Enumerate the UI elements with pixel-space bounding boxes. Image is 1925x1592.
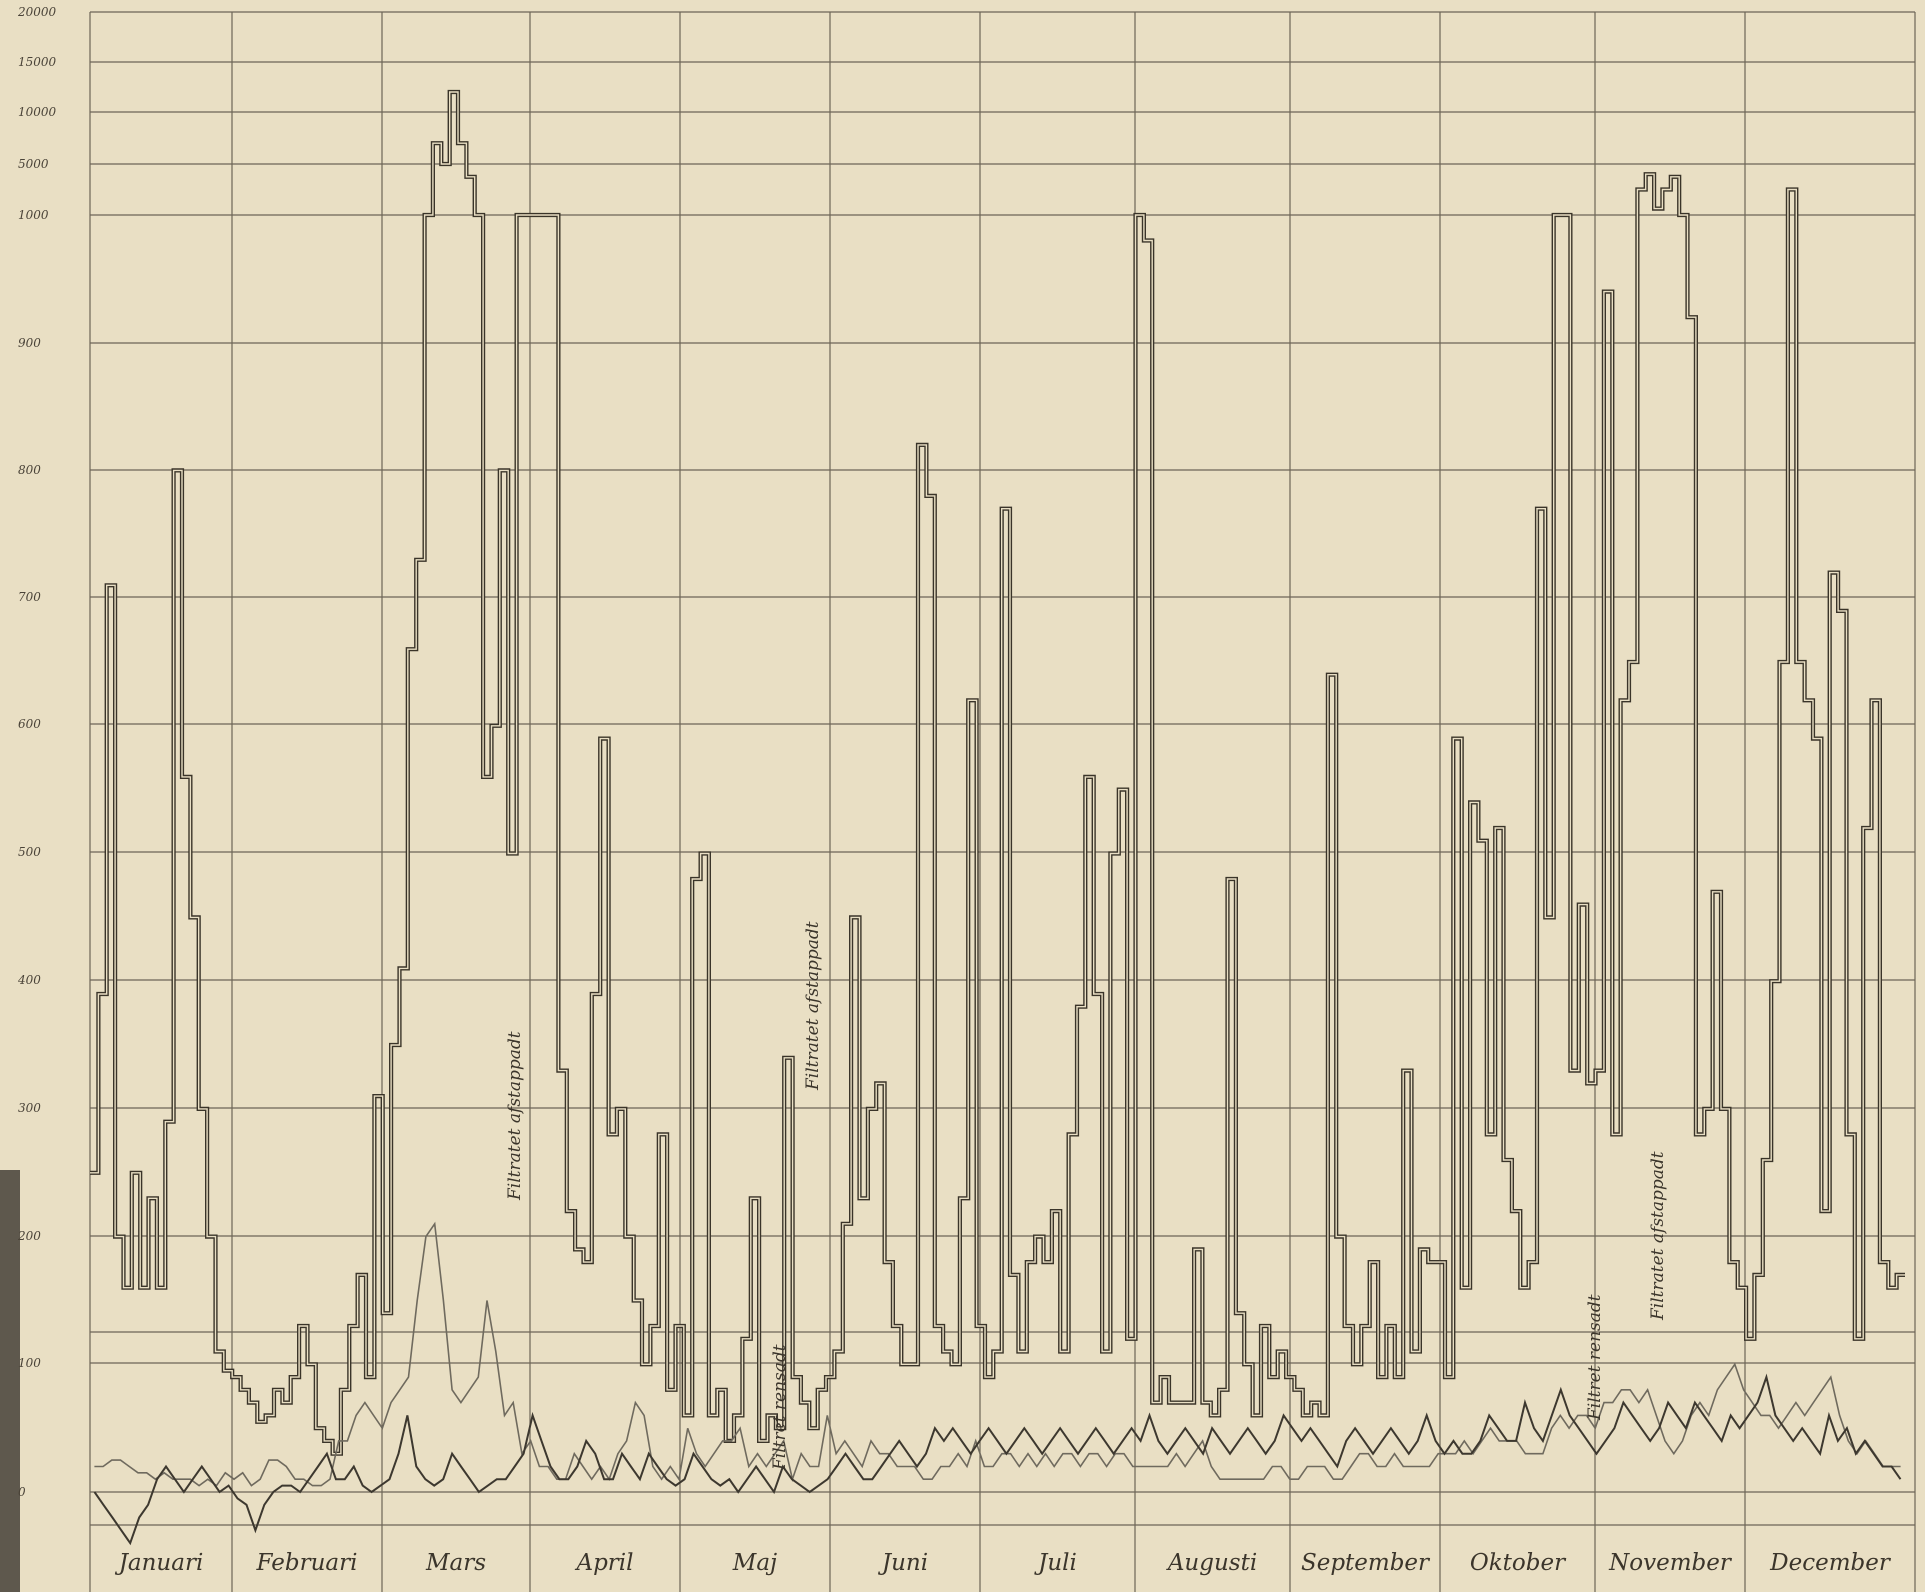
month-label: November — [1608, 1550, 1733, 1576]
month-label: Juli — [1034, 1550, 1077, 1576]
series-lines — [90, 89, 1905, 1546]
y-tick-label: 800 — [18, 463, 41, 477]
y-tick-label: 5000 — [18, 157, 49, 171]
annotation-label: Filtret rensadt — [770, 1344, 790, 1471]
series-line-1 — [94, 1221, 1901, 1487]
month-label: Maj — [732, 1550, 777, 1576]
y-tick-label: 900 — [18, 336, 41, 350]
edge-shadow — [0, 1170, 20, 1592]
month-label: Januari — [115, 1550, 204, 1576]
y-tick-label: 0 — [18, 1485, 26, 1499]
y-tick-label: 500 — [18, 845, 41, 859]
y-tick-label: 15000 — [18, 55, 57, 69]
series-main-line-inner — [90, 91, 1905, 1455]
annotation-label: Filtret rensadt — [1585, 1294, 1605, 1421]
annotation-label: Filtratet afstappadt — [803, 921, 823, 1091]
y-tick-label: 100 — [18, 1356, 41, 1370]
series-line-2 — [93, 1373, 1902, 1546]
month-label: Augusti — [1166, 1550, 1257, 1576]
annotation-label: Filtratet afstappadt — [505, 1031, 525, 1201]
month-label: Februari — [256, 1550, 358, 1576]
month-label: April — [574, 1550, 633, 1576]
y-tick-label: 600 — [18, 717, 41, 731]
y-tick-label: 10000 — [18, 105, 57, 119]
month-label: December — [1769, 1550, 1892, 1576]
y-tick-label: 200 — [17, 1229, 41, 1243]
month-label: September — [1301, 1550, 1431, 1576]
y-tick-label: 1000 — [18, 208, 49, 222]
y-axis-ticks: 2000015000100005000100090080070060050040… — [17, 5, 57, 1499]
month-label: Oktober — [1470, 1550, 1567, 1576]
y-tick-label: 400 — [17, 973, 41, 987]
annotations: Filtratet afstappadt Filtratet afstappadt… — [505, 921, 1668, 1471]
month-label: Juni — [878, 1550, 928, 1576]
month-label: Mars — [425, 1550, 486, 1576]
y-tick-label: 20000 — [17, 5, 57, 19]
y-tick-label: 700 — [18, 590, 41, 604]
month-labels: Januari Februari Mars April Maj Juni Juli Augus… — [115, 1550, 1892, 1576]
y-tick-label: 300 — [18, 1101, 41, 1115]
annotation-label: Filtratet afstappadt — [1648, 1151, 1668, 1321]
